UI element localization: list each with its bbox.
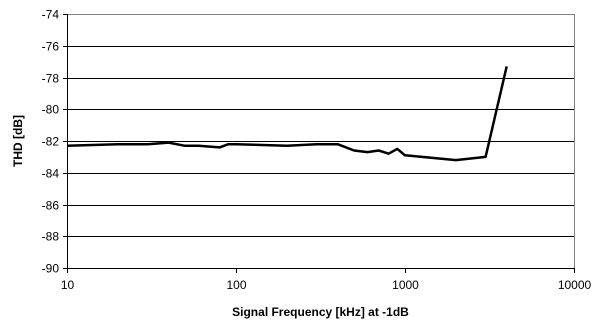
y-tick-label: -86 [42, 199, 60, 213]
x-axis: 10 100 1000 10000 [61, 268, 592, 292]
y-tick-label: -84 [42, 167, 60, 181]
y-tick-label: -74 [42, 8, 60, 22]
series-layer [66, 66, 508, 162]
y-tick-label: -80 [42, 103, 60, 117]
y-tick-label: -82 [42, 135, 60, 149]
grid-lines [67, 14, 574, 269]
x-tick-label: 100 [226, 278, 246, 292]
x-tick-label: 10000 [558, 278, 592, 292]
y-tick-label: -76 [42, 40, 60, 54]
y-axis: -90 -88 -86 -84 -82 -80 -78 -76 -74 [42, 8, 68, 276]
x-axis-title: Signal Frequency [kHz] at -1dB [232, 305, 409, 319]
x-tick-label: 1000 [392, 278, 419, 292]
y-tick-label: -90 [42, 262, 60, 276]
y-tick-label: -78 [42, 72, 60, 86]
y-tick-label: -88 [42, 230, 60, 244]
x-tick-label: 10 [61, 278, 75, 292]
thd-series-line [66, 66, 508, 162]
y-axis-title: THD [dB] [11, 115, 25, 167]
